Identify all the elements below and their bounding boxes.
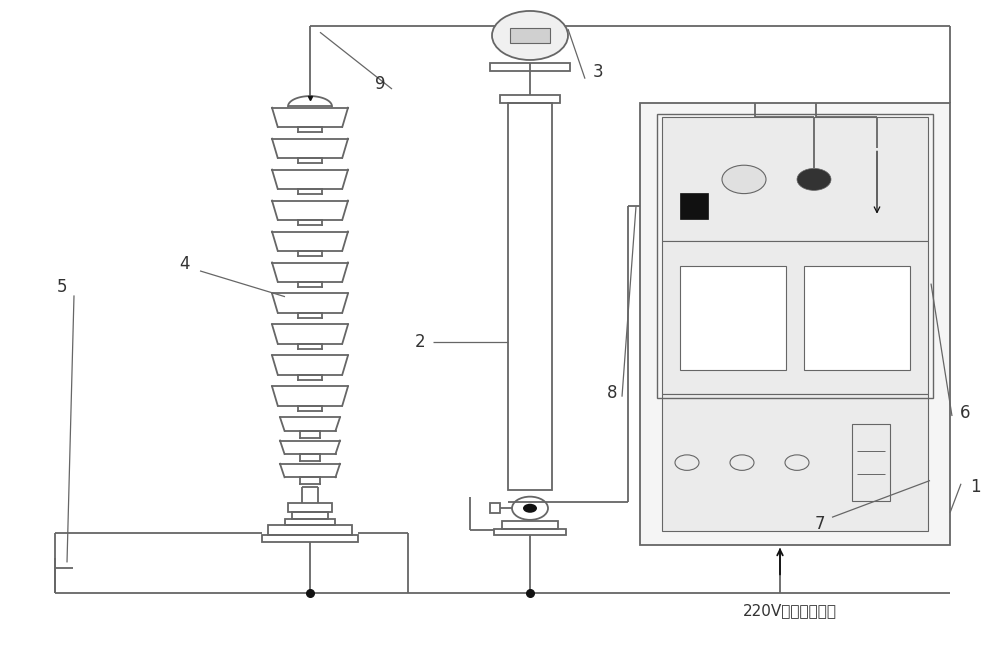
Bar xyxy=(268,525,352,535)
Text: 4: 4 xyxy=(180,255,190,273)
Bar xyxy=(804,266,910,370)
Bar xyxy=(490,503,500,513)
Bar xyxy=(640,103,950,545)
Circle shape xyxy=(797,168,831,190)
Text: 6: 6 xyxy=(960,404,970,422)
Bar xyxy=(288,503,332,512)
Text: 7: 7 xyxy=(815,515,825,533)
Bar xyxy=(662,117,928,241)
Text: 3: 3 xyxy=(593,63,603,81)
Bar xyxy=(292,512,328,519)
Text: 9: 9 xyxy=(375,75,385,93)
Bar xyxy=(494,529,566,535)
Bar xyxy=(852,424,890,501)
Bar xyxy=(285,519,335,525)
Text: 2: 2 xyxy=(415,333,425,351)
Bar xyxy=(680,194,708,219)
Bar xyxy=(500,95,560,103)
Text: 1: 1 xyxy=(970,478,980,496)
Circle shape xyxy=(492,11,568,60)
Text: 5: 5 xyxy=(57,278,67,296)
Bar xyxy=(490,63,570,71)
Bar xyxy=(502,521,558,529)
Bar xyxy=(680,266,786,370)
Bar xyxy=(657,114,933,397)
Bar xyxy=(662,394,928,531)
Text: 220V（输入电源）: 220V（输入电源） xyxy=(743,603,837,618)
Circle shape xyxy=(722,165,766,194)
Text: 8: 8 xyxy=(607,384,617,402)
Bar xyxy=(510,28,550,43)
Bar xyxy=(662,241,928,394)
Circle shape xyxy=(523,504,537,513)
Bar xyxy=(508,103,552,490)
Bar xyxy=(262,535,358,542)
